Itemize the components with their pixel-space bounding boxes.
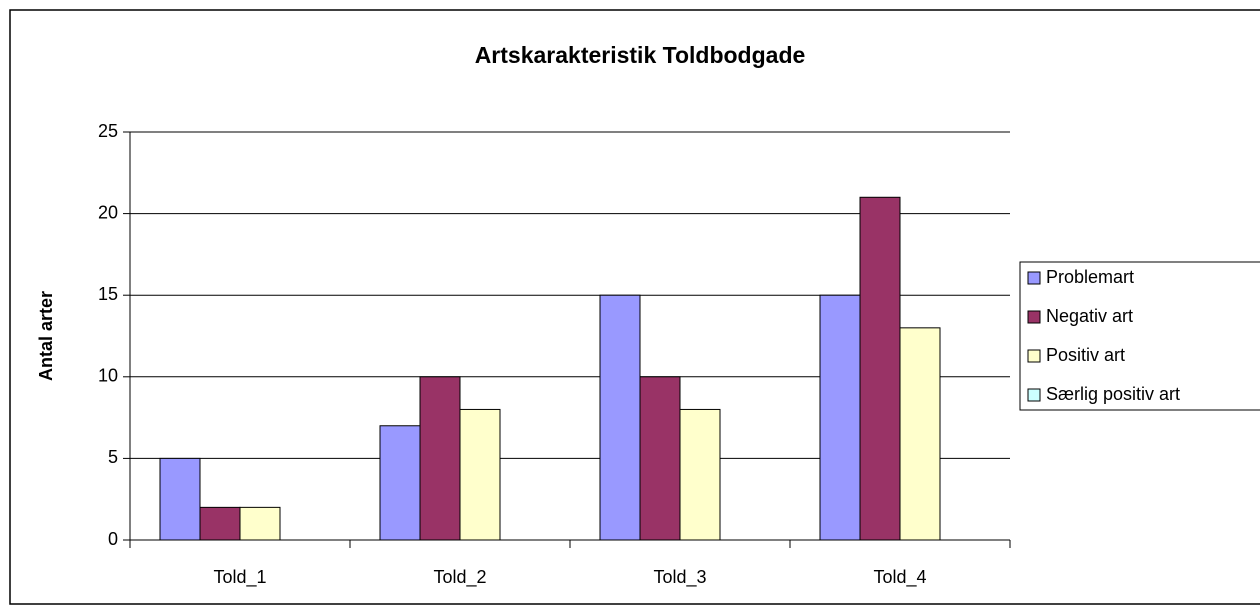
x-tick-label: Told_3: [653, 567, 706, 588]
x-tick-label: Told_2: [433, 567, 486, 588]
bar: [379, 425, 421, 541]
legend-label: Problemart: [1046, 267, 1134, 287]
bar: [159, 457, 201, 541]
bar: [639, 376, 681, 541]
bar: [419, 376, 461, 541]
bar: [459, 408, 501, 541]
bar: [239, 506, 281, 541]
y-tick-label: 25: [98, 121, 118, 141]
legend-label: Særlig positiv art: [1046, 384, 1180, 404]
bar: [899, 327, 941, 541]
y-tick-label: 20: [98, 202, 118, 222]
y-tick-label: 0: [108, 529, 118, 549]
bar: [859, 196, 901, 541]
chart-title: Artskarakteristik Toldbodgade: [475, 42, 806, 68]
legend-swatch: [1027, 349, 1041, 363]
legend-box: [1019, 261, 1260, 411]
y-tick-label: 15: [98, 284, 118, 304]
bar: [199, 506, 241, 541]
bar: [819, 294, 861, 541]
x-tick-label: Told_4: [873, 567, 926, 588]
y-axis-label: Antal arter: [36, 291, 56, 381]
legend-label: Positiv art: [1046, 345, 1125, 365]
legend-label: Negativ art: [1046, 306, 1133, 326]
y-tick-label: 5: [108, 447, 118, 467]
legend-swatch: [1027, 388, 1041, 402]
bar: [599, 294, 641, 541]
legend-swatch: [1027, 310, 1041, 324]
bar: [679, 408, 721, 541]
y-tick-label: 10: [98, 366, 118, 386]
x-tick-label: Told_1: [213, 567, 266, 588]
legend-swatch: [1027, 271, 1041, 285]
